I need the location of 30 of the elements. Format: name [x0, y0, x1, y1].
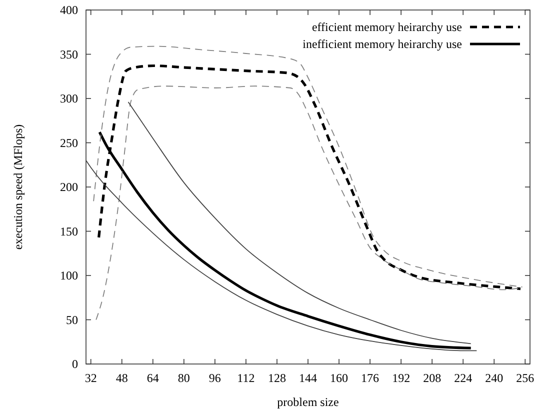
- x-tick-label: 96: [208, 371, 221, 385]
- x-tick-label: 32: [84, 371, 97, 385]
- x-axis-title: problem size: [277, 395, 339, 409]
- legend-label: inefficient memory heirarchy use: [302, 37, 462, 51]
- x-tick-label: 208: [423, 371, 442, 385]
- y-tick-label: 150: [60, 224, 78, 238]
- y-tick-label: 100: [60, 268, 78, 282]
- x-tick-label: 176: [361, 371, 380, 385]
- x-tick-label: 160: [330, 371, 348, 385]
- y-axis-title: execution speed (MFlops): [11, 124, 25, 250]
- x-tick-label: 64: [146, 371, 159, 385]
- y-tick-label: 0: [72, 357, 78, 371]
- x-tick-label: 224: [454, 371, 472, 385]
- x-tick-label: 80: [178, 371, 190, 385]
- x-tick-label: 112: [237, 371, 255, 385]
- x-tick-label: 240: [485, 371, 504, 385]
- y-tick-label: 200: [60, 180, 78, 194]
- x-tick-label: 128: [268, 371, 286, 385]
- y-tick-label: 50: [66, 312, 78, 327]
- line-series: [128, 102, 472, 344]
- y-tick-label: 400: [60, 3, 78, 17]
- legend-label: efficient memory heirarchy use: [312, 20, 462, 34]
- x-tick-label: 256: [516, 371, 534, 385]
- y-tick-label: 350: [60, 47, 78, 62]
- x-tick-label: 144: [299, 371, 317, 385]
- x-tick-label: 48: [116, 371, 128, 385]
- y-tick-label: 250: [60, 136, 78, 150]
- line-series: [86, 160, 478, 352]
- x-tick-label: 192: [392, 371, 410, 385]
- y-tick-label: 300: [60, 92, 78, 106]
